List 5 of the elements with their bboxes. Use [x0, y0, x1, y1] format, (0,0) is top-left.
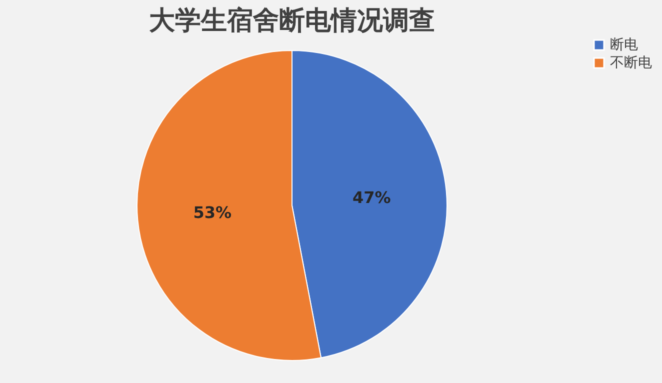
legend-label: 断电 — [610, 37, 638, 53]
data-label: 47% — [352, 188, 391, 207]
chart-title: 大学生宿舍断电情况调查 — [149, 6, 435, 36]
data-label: 53% — [193, 203, 232, 222]
legend-label: 不断电 — [610, 55, 652, 71]
